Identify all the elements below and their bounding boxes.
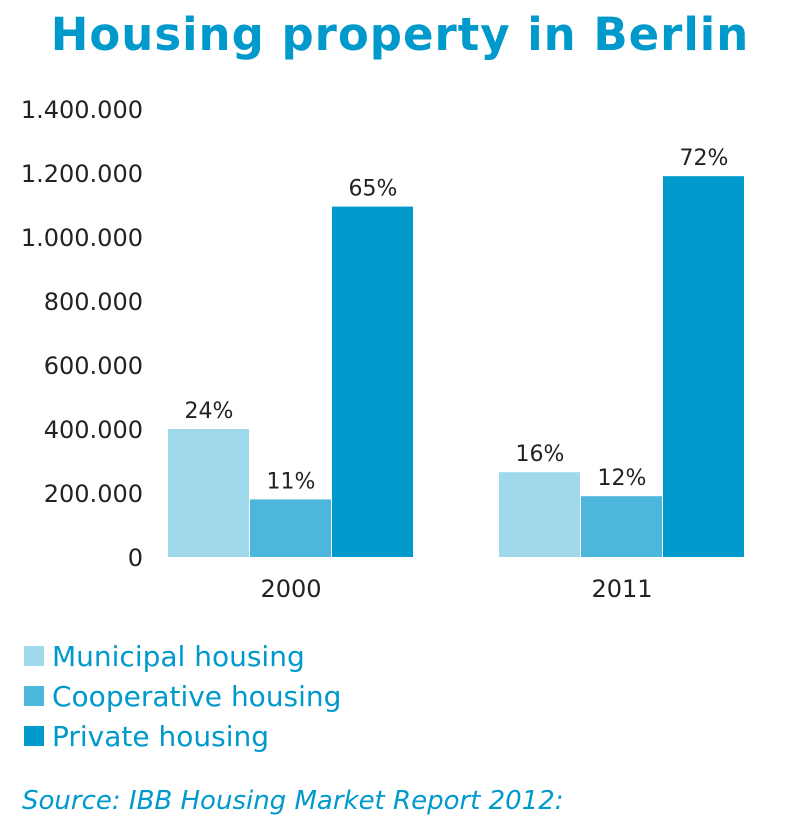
y-tick-label: 0	[128, 544, 143, 572]
source-note: Source: IBB Housing Market Report 2012:	[22, 786, 564, 816]
legend-label-municipal: Municipal housing	[52, 639, 305, 673]
bar-municipal-2011	[499, 472, 580, 557]
legend-swatch-cooperative	[24, 686, 44, 706]
data-label-private-2011: 72%	[680, 146, 729, 171]
bar-cooperative-2011	[581, 496, 662, 557]
data-label-private-2000: 65%	[349, 177, 398, 202]
legend-label-cooperative: Cooperative housing	[52, 679, 342, 713]
data-label-municipal-2011: 16%	[516, 442, 565, 467]
data-label-cooperative-2011: 12%	[598, 466, 647, 491]
legend-swatch-municipal	[24, 646, 44, 666]
bar-private-2000	[332, 206, 413, 557]
legend: Municipal housing Cooperative housing Pr…	[24, 636, 341, 756]
y-tick-label: 200.000	[44, 480, 143, 508]
x-tick-label: 2011	[591, 575, 652, 603]
y-tick-label: 1.200.000	[21, 160, 143, 188]
legend-item-cooperative: Cooperative housing	[24, 676, 341, 716]
bar-chart: 0 200.000 400.000 600.000 800.000 1.000.000 1.…	[21, 96, 744, 603]
legend-item-private: Private housing	[24, 716, 341, 756]
y-tick-label: 600.000	[44, 352, 143, 380]
chart-title: Housing property in Berlin	[50, 8, 750, 61]
bar-cooperative-2000	[250, 499, 331, 557]
bar-municipal-2000	[168, 429, 249, 557]
data-label-municipal-2000: 24%	[185, 399, 234, 424]
y-tick-label: 400.000	[44, 416, 143, 444]
y-tick-label: 1.000.000	[21, 224, 143, 252]
legend-item-municipal: Municipal housing	[24, 636, 341, 676]
y-tick-label: 800.000	[44, 288, 143, 316]
data-label-cooperative-2000: 11%	[267, 469, 316, 494]
legend-swatch-private	[24, 726, 44, 746]
legend-label-private: Private housing	[52, 719, 270, 753]
y-tick-label: 1.400.000	[21, 96, 143, 124]
x-tick-label: 2000	[260, 575, 321, 603]
bar-private-2011	[663, 176, 744, 557]
